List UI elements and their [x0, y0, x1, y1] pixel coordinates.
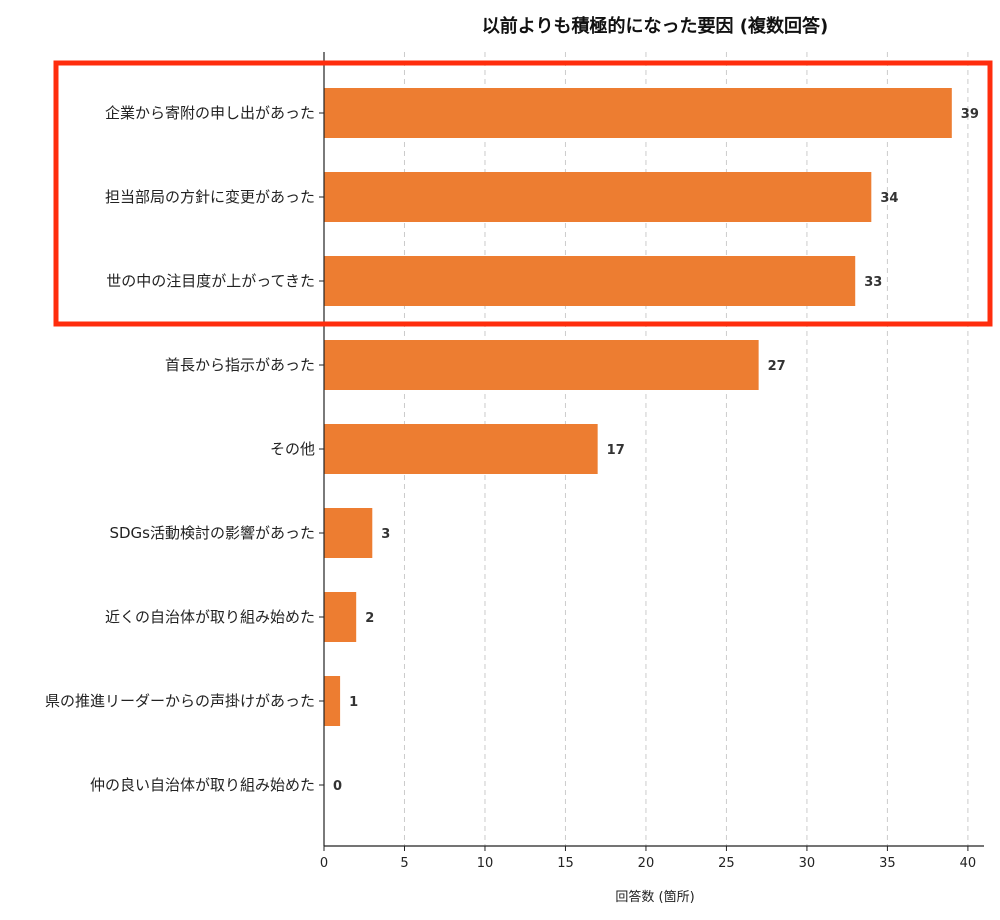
- category-label: 世の中の注目度が上がってきた: [106, 272, 315, 290]
- bar: [324, 592, 357, 642]
- highlight-box: [53, 60, 993, 327]
- category-label: 近くの自治体が取り組み始めた: [105, 608, 315, 626]
- x-tick-label: 40: [960, 856, 977, 871]
- bar: [324, 508, 373, 558]
- x-tick-label: 5: [400, 856, 408, 871]
- category-label: その他: [270, 440, 315, 458]
- value-label: 34: [880, 191, 898, 206]
- value-label: 2: [365, 611, 374, 626]
- bar: [324, 256, 856, 306]
- category-label: SDGs活動検討の影響があった: [109, 524, 315, 542]
- bar: [324, 172, 872, 222]
- x-tick-label: 0: [320, 856, 328, 871]
- value-label: 0: [333, 779, 342, 794]
- bar: [324, 88, 952, 138]
- x-tick-label: 15: [557, 856, 574, 871]
- category-label: 仲の良い自治体が取り組み始めた: [90, 776, 315, 794]
- chart-title: 以前よりも積極的になった要因 (複数回答): [482, 15, 828, 37]
- bar: [324, 676, 341, 726]
- bar: [324, 340, 759, 390]
- bars: [324, 88, 952, 726]
- x-tick-label: 35: [879, 856, 896, 871]
- value-label: 17: [607, 443, 625, 458]
- axes: [319, 52, 984, 847]
- value-labels: 39 34 33 27 17 3 2 1 0: [333, 107, 979, 794]
- x-tick-label: 10: [477, 856, 494, 871]
- x-tick-label: 20: [638, 856, 655, 871]
- value-label: 33: [864, 275, 882, 290]
- value-label: 27: [768, 359, 786, 374]
- x-tick-label: 30: [799, 856, 816, 871]
- category-labels: 企業から寄附の申し出があった担当部局の方針に変更があった世の中の注目度が上がって…: [45, 104, 315, 794]
- category-label: 担当部局の方針に変更があった: [105, 188, 315, 206]
- x-tick-label: 25: [718, 856, 735, 871]
- category-label: 県の推進リーダーからの声掛けがあった: [45, 692, 315, 710]
- category-label: 企業から寄附の申し出があった: [105, 104, 315, 122]
- x-axis-title: 回答数 (箇所): [615, 889, 694, 905]
- x-axis-ticks: 0 5 10 15 20 25 30 35 40: [320, 846, 976, 871]
- bar: [324, 424, 598, 474]
- value-label: 39: [961, 107, 979, 122]
- value-label: 1: [349, 695, 358, 710]
- category-label: 首長から指示があった: [165, 356, 315, 374]
- value-label: 3: [381, 527, 390, 542]
